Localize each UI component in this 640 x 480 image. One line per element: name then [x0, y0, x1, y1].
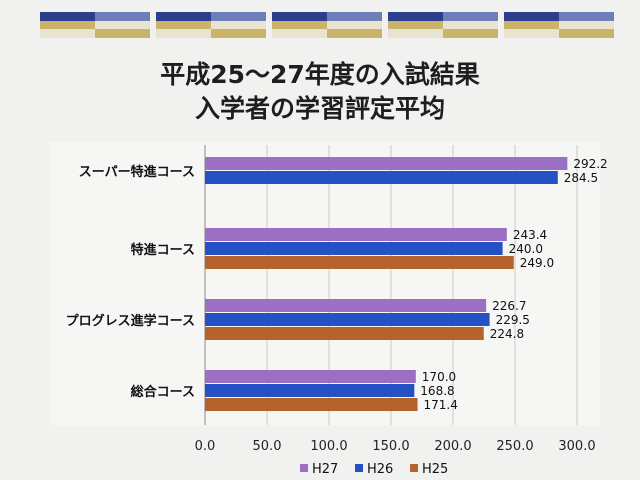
header-tile-stripe	[272, 21, 327, 29]
header-tile-stripe	[443, 12, 498, 21]
x-tick-label: 200.0	[434, 439, 471, 454]
header-tile-stripe	[559, 29, 614, 38]
bar-H25	[205, 398, 418, 411]
header-tile-stripe	[504, 12, 559, 21]
x-tick-label: 250.0	[496, 439, 533, 454]
chart-title-line-1: 平成25～27年度の入試結果	[160, 60, 480, 89]
header-tile-stripe	[40, 21, 95, 29]
header-tile-stripe	[156, 12, 211, 21]
header-tile-stripe	[388, 12, 443, 21]
bar-H25	[205, 256, 514, 269]
legend-label: H26	[367, 462, 393, 477]
header-tile-stripe	[40, 12, 95, 21]
header-tile-stripe	[327, 29, 382, 38]
bar-H27	[205, 370, 416, 383]
header-tile-stripe	[272, 12, 327, 21]
header-tile-stripe	[211, 12, 266, 21]
x-tick-label: 150.0	[372, 439, 409, 454]
legend-label: H27	[312, 462, 338, 477]
header-tile-stripe	[95, 12, 150, 21]
chart-title: 平成25～27年度の入試結果 入学者の学習評定平均	[0, 58, 640, 126]
bar-H26	[205, 313, 490, 326]
header-tile-stripe	[156, 21, 211, 29]
category-label: 特進コース	[131, 242, 195, 258]
header-tile-stripe	[388, 21, 443, 29]
x-tick-label: 300.0	[558, 439, 595, 454]
category-label: 総合コース	[131, 384, 195, 400]
header-tile-stripe	[95, 29, 150, 38]
data-label: 229.5	[496, 313, 530, 327]
header-tile-stripe	[211, 29, 266, 38]
x-tick-label: 50.0	[253, 439, 282, 454]
chart-title-line-2: 入学者の学習評定平均	[194, 94, 445, 123]
data-label: 226.7	[492, 299, 526, 313]
legend-swatch-H27	[300, 464, 308, 472]
x-tick-label: 0.0	[195, 439, 216, 454]
decorative-header-band	[40, 12, 614, 38]
header-tile-stripe	[443, 29, 498, 38]
legend-swatch-H25	[410, 464, 418, 472]
legend-swatch-H26	[355, 464, 363, 472]
bar-H25	[205, 327, 484, 340]
data-label: 171.4	[424, 398, 458, 412]
bar-H26	[205, 384, 415, 397]
data-label: 170.0	[422, 370, 456, 384]
bar-H26	[205, 242, 503, 255]
bar-H27	[205, 299, 487, 312]
bar-H26	[205, 171, 558, 184]
data-label: 284.5	[564, 171, 598, 185]
bar-H27	[205, 157, 568, 170]
category-label: プログレス進学コース	[66, 313, 195, 329]
header-tile-stripe	[559, 12, 614, 21]
data-label: 292.2	[573, 157, 607, 171]
data-label: 243.4	[513, 228, 547, 242]
header-tile-stripe	[327, 12, 382, 21]
data-label: 249.0	[520, 256, 554, 270]
legend-label: H25	[422, 462, 448, 477]
data-label: 224.8	[490, 327, 524, 341]
header-tile-stripe	[504, 21, 559, 29]
data-label: 240.0	[509, 242, 543, 256]
x-tick-label: 100.0	[310, 439, 347, 454]
bar-H27	[205, 228, 507, 241]
category-label: スーパー特進コース	[79, 164, 195, 180]
data-label: 168.8	[420, 384, 454, 398]
